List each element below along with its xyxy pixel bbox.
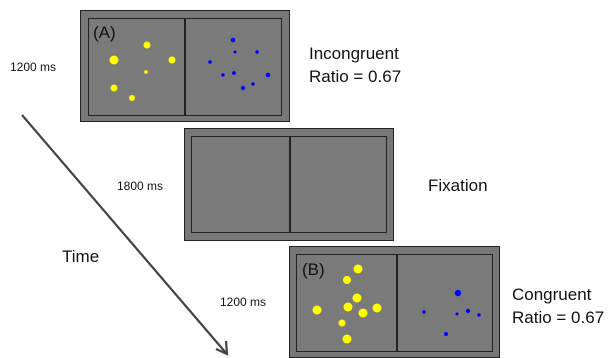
duration-label-a: 1200 ms (10, 60, 57, 74)
condition-label-fixation: Fixation (428, 176, 488, 195)
panel-tag-a: (A) (93, 23, 116, 42)
panel-tag-b: (B) (302, 260, 325, 279)
ratio-label-a: Ratio = 0.67 (309, 67, 402, 86)
condition-label-b: Congruent (512, 285, 592, 304)
right-panel-a (185, 18, 282, 116)
condition-label-a: Incongruent (309, 44, 399, 63)
duration-label-b: 1200 ms (220, 295, 267, 309)
left-panel-a (88, 18, 185, 116)
fixation-screen (184, 128, 394, 241)
stimulus-screen-b (289, 246, 500, 358)
time-arrow (21, 114, 229, 356)
ratio-label-b: Ratio = 0.67 (512, 308, 605, 327)
stimulus-screen-a (80, 10, 290, 122)
left-panel-fixation (191, 136, 290, 233)
right-panel-fixation (290, 136, 387, 233)
time-label: Time (62, 247, 100, 266)
yellow-dots-a (109, 41, 176, 101)
blue-dots-b (422, 289, 481, 336)
yellow-dots-b (312, 264, 382, 344)
duration-label-fixation: 1800 ms (117, 179, 164, 193)
blue-dots-a (208, 37, 271, 91)
